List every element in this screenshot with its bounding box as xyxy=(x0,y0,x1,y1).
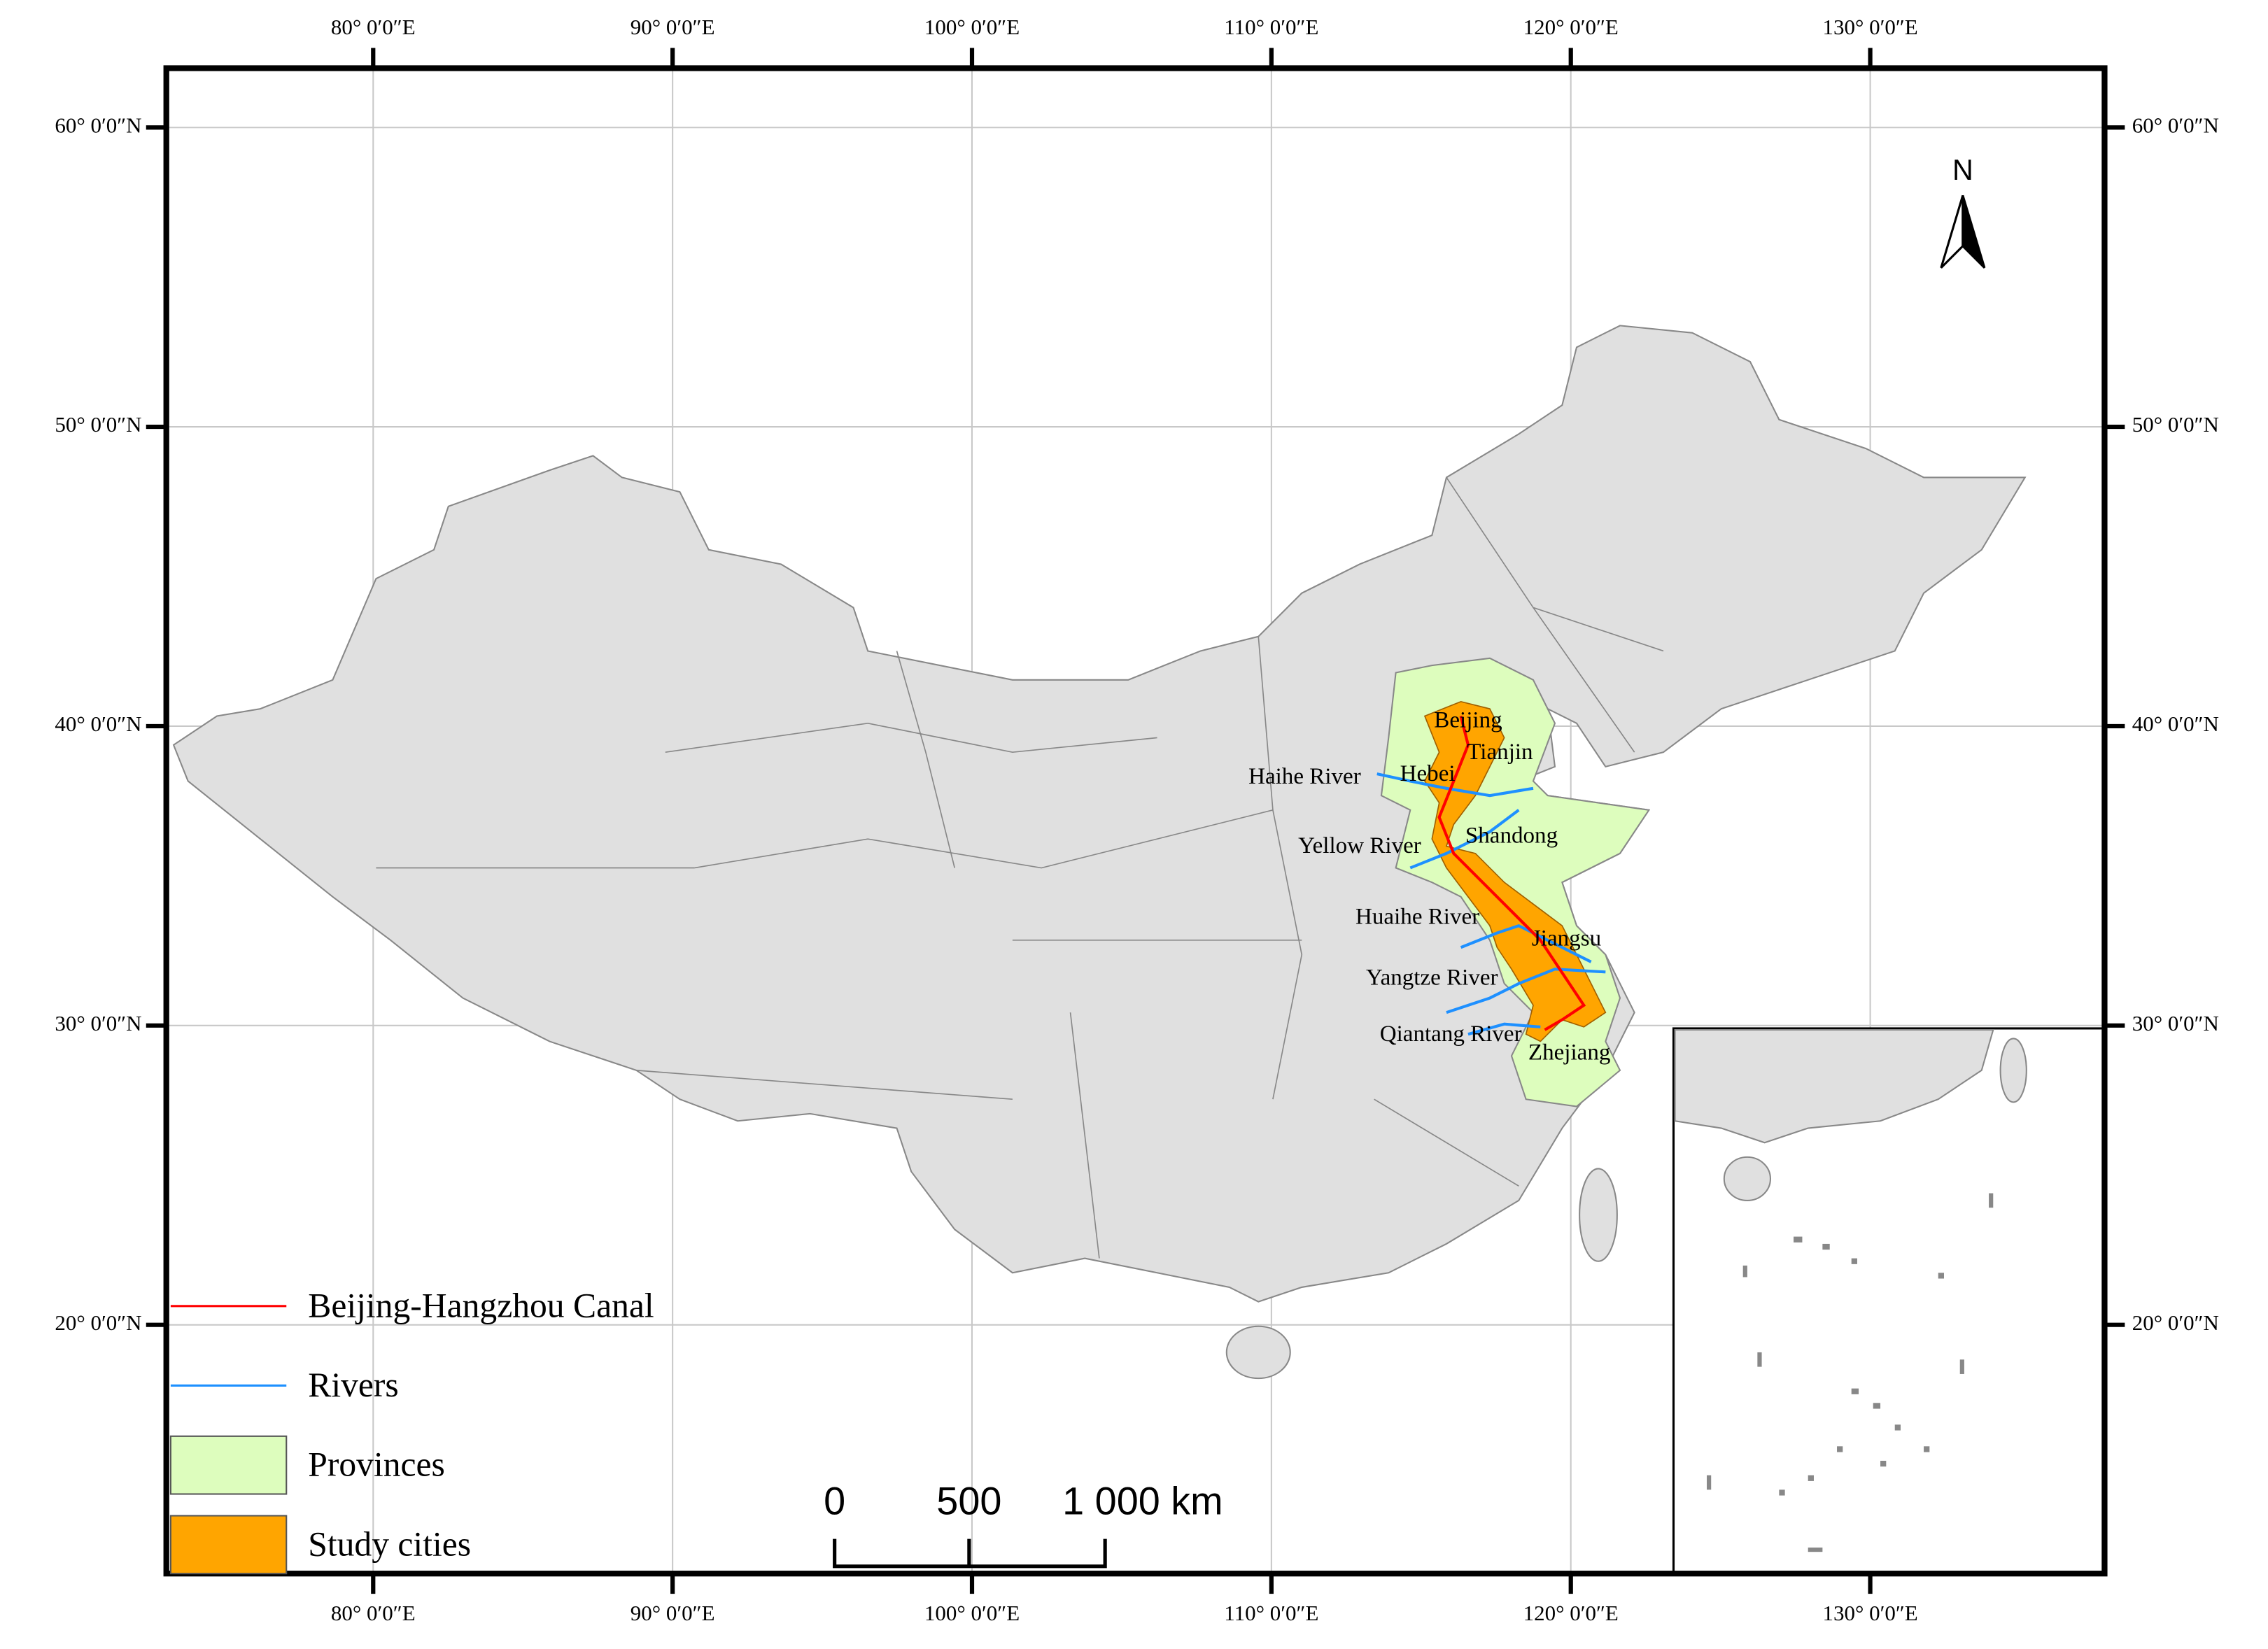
latitude-label: 30° 0′0″N xyxy=(2132,1011,2219,1035)
longitude-label: 110° 0′0″E xyxy=(1224,15,1318,39)
taiwan xyxy=(1579,1168,1618,1262)
inset-islands xyxy=(1707,1193,1994,1552)
legend-label: Study cities xyxy=(308,1524,471,1563)
scale-label: 0 xyxy=(824,1479,845,1523)
inset-land xyxy=(1674,1028,1994,1144)
longitude-label: 100° 0′0″E xyxy=(924,15,1020,39)
longitude-label: 120° 0′0″E xyxy=(1523,1601,1619,1625)
scale-bar: 0 500 1 000 km xyxy=(824,1479,1223,1569)
latitude-label: 40° 0′0″N xyxy=(2132,712,2219,736)
latitude-label: 60° 0′0″N xyxy=(55,113,141,137)
rivers xyxy=(1376,772,1606,1036)
place-label: Beijing xyxy=(1434,707,1502,733)
longitude-label: 80° 0′0″E xyxy=(331,15,416,39)
province-borders xyxy=(376,476,1664,1259)
inset-taiwan xyxy=(1999,1038,2027,1103)
longitude-label: 120° 0′0″E xyxy=(1523,15,1619,39)
place-label: Tianjin xyxy=(1467,739,1533,765)
place-label: Haihe River xyxy=(1248,764,1361,789)
scale-label: 1 000 km xyxy=(1062,1479,1223,1523)
longitude-label: 110° 0′0″E xyxy=(1224,1601,1318,1625)
longitude-label: 130° 0′0″E xyxy=(1822,15,1917,39)
longitude-label: 90° 0′0″E xyxy=(631,15,715,39)
study-cities xyxy=(1423,700,1607,1042)
latitude-label: 20° 0′0″N xyxy=(55,1310,141,1335)
map-frame xyxy=(163,65,2108,1577)
latitude-label: 20° 0′0″N xyxy=(2132,1310,2219,1335)
legend-label: Rivers xyxy=(308,1366,398,1404)
north-arrow: N xyxy=(1940,154,1986,269)
longitude-label: 80° 0′0″E xyxy=(331,1601,416,1625)
frame-ticks xyxy=(146,48,2125,1594)
north-label: N xyxy=(1952,154,1973,186)
inset-hainan xyxy=(1723,1156,1771,1201)
legend-label: Provinces xyxy=(308,1445,445,1484)
legend-study-city xyxy=(169,1515,288,1575)
latitude-label: 30° 0′0″N xyxy=(55,1011,141,1035)
place-label: Huaihe River xyxy=(1355,904,1479,929)
place-label: Zhejiang xyxy=(1528,1040,1611,1066)
place-label: Shandong xyxy=(1465,823,1558,849)
latitude-label: 50° 0′0″N xyxy=(55,412,141,437)
place-label: Jiangsu xyxy=(1532,926,1601,951)
latitude-label: 60° 0′0″N xyxy=(2132,113,2219,137)
place-labels: Beijing Tianjin Hebei Haihe River Yellow Riv… xyxy=(1248,707,1610,1065)
longitude-label: 130° 0′0″E xyxy=(1822,1601,1917,1625)
place-label: Qiantang River xyxy=(1380,1021,1522,1047)
latitude-label: 40° 0′0″N xyxy=(55,712,141,736)
place-label: Hebei xyxy=(1400,761,1456,786)
longitude-label: 90° 0′0″E xyxy=(631,1601,715,1625)
place-label: Yangtze River xyxy=(1366,965,1498,990)
legend-label: Beijing-Hangzhou Canal xyxy=(308,1286,654,1324)
scale-label: 500 xyxy=(936,1479,1001,1523)
legend: Beijing-Hangzhou Canal Rivers Provinces … xyxy=(169,1286,654,1575)
hainan xyxy=(1225,1325,1291,1380)
place-label: Yellow River xyxy=(1298,833,1421,858)
legend-province xyxy=(169,1435,288,1495)
canal xyxy=(1437,715,1586,1031)
latitude-label: 50° 0′0″N xyxy=(2132,412,2219,437)
longitude-label: 100° 0′0″E xyxy=(924,1601,1020,1625)
